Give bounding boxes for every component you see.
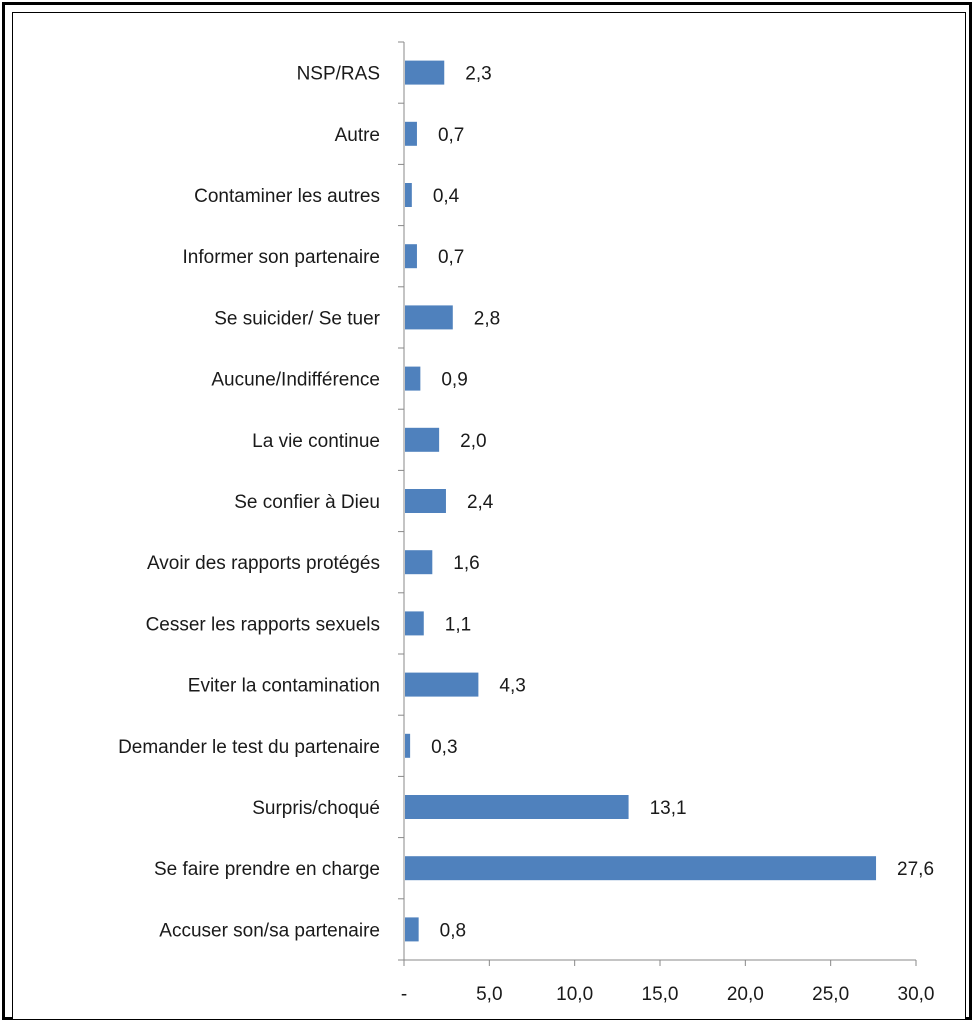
data-label: 0,7 — [438, 247, 464, 268]
category-label: Contaminer les autres — [194, 186, 380, 207]
x-tick-label: 15,0 — [642, 984, 679, 1005]
bar — [405, 733, 411, 758]
bar — [405, 795, 629, 819]
category-label: Surpris/choqué — [252, 798, 380, 819]
category-label: Se confier à Dieu — [234, 492, 380, 513]
data-label: 1,6 — [453, 553, 479, 574]
category-label: Avoir des rapports protégés — [147, 553, 380, 574]
bar — [405, 121, 417, 146]
labels: - 5,0 10,0 15,0 20,0 25,0 30,0 NSP/RAS 2,3 Autre 0… — [118, 64, 934, 1005]
category-label: Eviter la contamination — [188, 676, 380, 697]
data-label: 1,1 — [445, 614, 471, 635]
bar — [405, 427, 440, 452]
bar — [405, 550, 433, 575]
x-tick-label: 5,0 — [476, 984, 502, 1005]
chart-frame-inner — [12, 12, 966, 1020]
axes — [398, 41, 917, 966]
data-label: 2,0 — [460, 431, 486, 452]
x-tick-label: 10,0 — [556, 984, 593, 1005]
x-tick-label: 20,0 — [727, 984, 764, 1005]
x-tick-label: 25,0 — [812, 984, 849, 1005]
category-label: Se faire prendre en charge — [154, 859, 380, 880]
data-label: 2,3 — [465, 64, 491, 85]
data-label: 27,6 — [897, 859, 934, 880]
x-tick-label: - — [401, 984, 407, 1005]
bar — [405, 183, 412, 207]
data-label: 0,8 — [440, 920, 466, 941]
data-label: 0,9 — [441, 370, 467, 391]
bar — [405, 489, 446, 513]
data-label: 2,4 — [467, 492, 494, 513]
x-tick-label: 30,0 — [898, 984, 935, 1005]
data-label: 0,4 — [433, 186, 460, 207]
data-label: 13,1 — [650, 798, 687, 819]
bar — [405, 60, 445, 85]
category-label: Demander le test du partenaire — [118, 737, 380, 758]
category-label: Autre — [335, 125, 380, 146]
bar — [405, 917, 419, 942]
data-label: 4,3 — [499, 676, 525, 697]
bar — [405, 305, 453, 330]
category-label: Informer son partenaire — [183, 247, 381, 268]
bar — [405, 366, 421, 391]
bar — [405, 611, 424, 636]
data-label: 2,8 — [474, 308, 500, 329]
category-label: Se suicider/ Se tuer — [214, 308, 380, 329]
data-label: 0,7 — [438, 125, 464, 146]
category-label: La vie continue — [252, 431, 380, 452]
bar — [405, 672, 479, 697]
category-label: NSP/RAS — [297, 64, 380, 85]
bar — [405, 244, 417, 269]
category-label: Accuser son/sa partenaire — [159, 920, 380, 941]
category-label: Cesser les rapports sexuels — [146, 614, 380, 635]
bars — [405, 60, 877, 942]
bar — [405, 856, 877, 881]
category-label: Aucune/Indifférence — [211, 370, 380, 391]
data-label: 0,3 — [431, 737, 457, 758]
